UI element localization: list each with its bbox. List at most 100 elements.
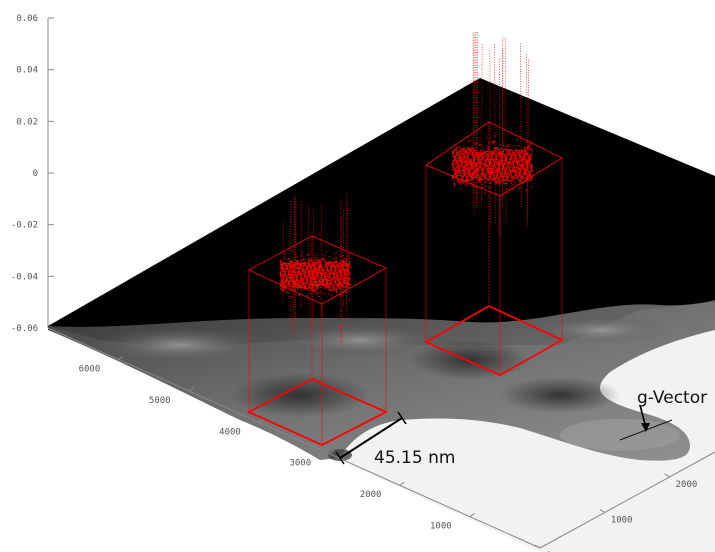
signal-point	[312, 280, 314, 282]
signal-point	[524, 158, 526, 160]
signal-point	[339, 283, 341, 285]
signal-point	[318, 261, 320, 263]
signal-point	[489, 171, 491, 173]
signal-point	[486, 137, 488, 139]
signal-point	[500, 144, 502, 146]
signal-point	[316, 281, 318, 283]
signal-point	[467, 162, 469, 164]
signal-point	[500, 176, 502, 178]
signal-point	[468, 162, 470, 164]
signal-point	[285, 266, 287, 268]
z-tick-label: -0.06	[11, 324, 38, 334]
signal-point	[337, 272, 339, 274]
signal-point	[326, 272, 328, 274]
signal-point	[288, 257, 290, 259]
signal-point	[308, 253, 310, 255]
signal-point	[511, 161, 513, 163]
signal-point	[477, 152, 479, 154]
signal-point	[297, 263, 299, 265]
signal-point	[466, 172, 468, 174]
signal-point	[468, 163, 470, 165]
signal-point	[471, 174, 473, 176]
signal-point	[528, 163, 530, 165]
signal-point	[469, 161, 471, 163]
signal-point	[516, 148, 518, 150]
signal-point	[488, 160, 490, 162]
signal-point	[523, 172, 525, 174]
signal-point	[337, 280, 339, 282]
z-axis-tick-labels: 0.06 0.04 0.02 0 -0.02 -0.04 -0.06	[11, 14, 38, 334]
signal-point	[525, 142, 527, 144]
z-tick-label: 0.06	[16, 14, 38, 24]
signal-point	[347, 276, 349, 278]
signal-point	[492, 142, 494, 144]
signal-point	[469, 166, 471, 168]
y-tick-label: 2000	[676, 480, 698, 490]
signal-point	[531, 176, 533, 178]
signal-point	[335, 265, 337, 267]
signal-point	[457, 170, 459, 172]
signal-point	[307, 261, 309, 263]
signal-point	[476, 163, 478, 165]
signal-point	[522, 170, 524, 172]
signal-point	[460, 161, 462, 163]
signal-point	[349, 266, 351, 268]
signal-point	[472, 172, 474, 174]
signal-point	[303, 265, 305, 267]
signal-point	[289, 289, 291, 291]
signal-point	[452, 155, 454, 157]
signal-point	[466, 136, 468, 138]
signal-point	[315, 286, 317, 288]
signal-point	[302, 264, 304, 266]
signal-point	[462, 166, 464, 168]
signal-point	[311, 290, 313, 292]
signal-trace	[279, 261, 351, 290]
signal-point	[491, 165, 493, 167]
signal-point	[453, 180, 455, 182]
signal-point	[467, 173, 469, 175]
signal-point	[293, 264, 295, 266]
signal-point	[501, 166, 503, 168]
signal-point	[480, 155, 482, 157]
signal-point	[296, 282, 298, 284]
signal-point	[280, 272, 282, 274]
signal-point	[315, 255, 317, 257]
signal-point	[285, 292, 287, 294]
signal-point	[300, 279, 302, 281]
signal-point	[525, 188, 527, 190]
signal-point	[303, 262, 305, 264]
y-tick-label: 1000	[611, 515, 633, 525]
signal-point	[514, 152, 516, 154]
signal-point	[486, 164, 488, 166]
signal-point	[484, 192, 486, 194]
signal-point	[306, 263, 308, 265]
signal-point	[338, 284, 340, 286]
signal-point	[456, 180, 458, 182]
signal-point	[318, 272, 320, 274]
signal-point	[513, 170, 515, 172]
signal-point	[515, 166, 517, 168]
signal-point	[306, 295, 308, 297]
signal-point	[479, 150, 481, 152]
signal-point	[509, 167, 511, 169]
signal-point	[283, 279, 285, 281]
signal-point	[493, 170, 495, 172]
signal-trace	[451, 148, 533, 185]
signal-point	[498, 162, 500, 164]
signal-point	[318, 276, 320, 278]
signal-point	[301, 260, 303, 262]
signal-point	[315, 259, 317, 261]
signal-point	[461, 170, 463, 172]
signal-point	[319, 287, 321, 289]
left-region-box	[246, 235, 389, 446]
signal-point	[452, 159, 454, 161]
signal-point	[524, 155, 526, 157]
signal-point	[294, 275, 296, 277]
signal-point	[514, 181, 516, 183]
z-tick-label: 0	[33, 169, 38, 179]
signal-point	[524, 174, 526, 176]
signal-point	[456, 157, 458, 159]
signal-point	[499, 164, 501, 166]
signal-point	[286, 291, 288, 293]
